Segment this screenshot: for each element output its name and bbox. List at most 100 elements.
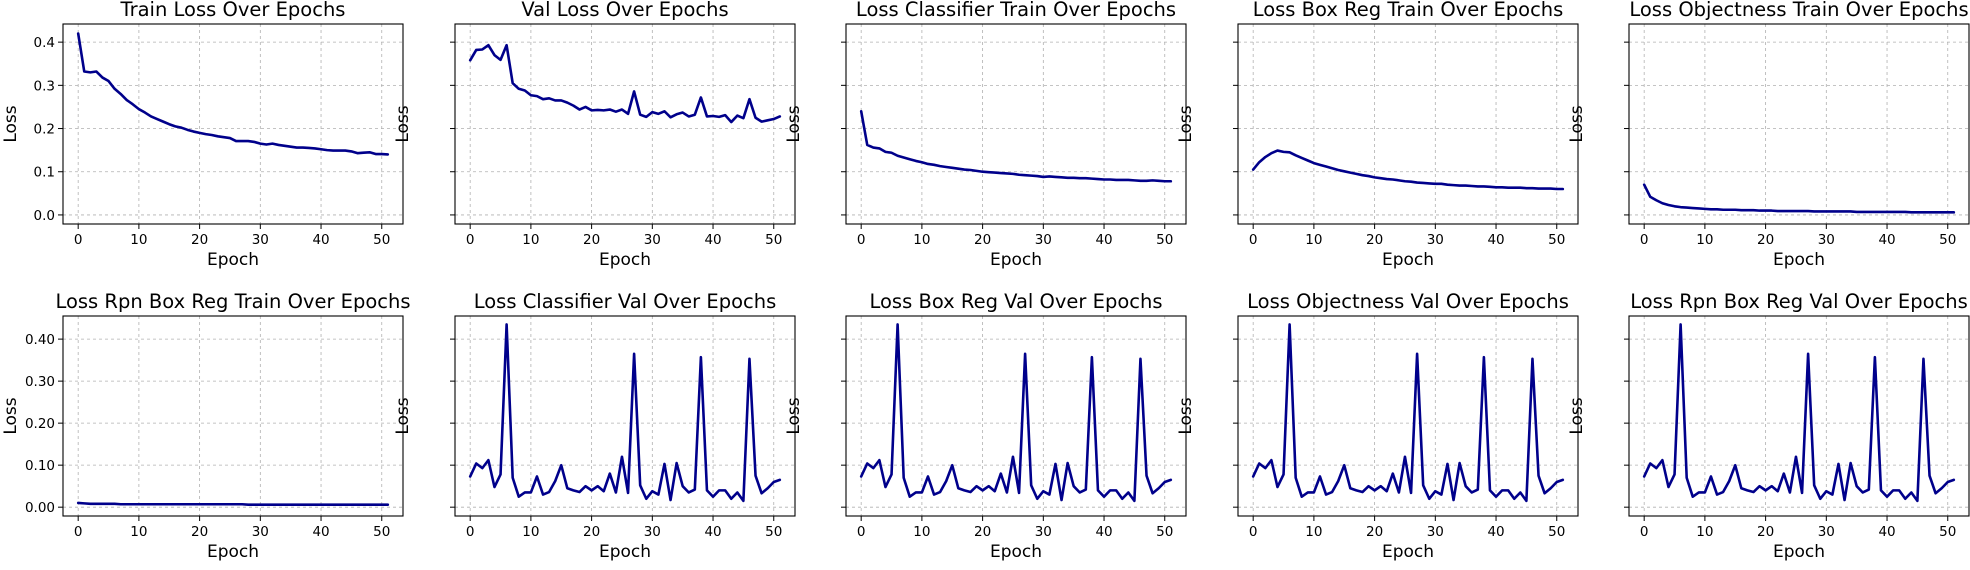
loss-series-line bbox=[859, 109, 1173, 183]
x-tick-label: 50 bbox=[373, 524, 390, 540]
x-tick-label: 30 bbox=[1818, 232, 1835, 248]
x-tick-label: 10 bbox=[522, 232, 539, 248]
axes-frame bbox=[845, 315, 1187, 517]
chart-title: Loss Box Reg Val Over Epochs bbox=[869, 290, 1162, 313]
chart-panel: 0 10 20 30 40 50 Loss Objectness Val Over Epoc… bbox=[1176, 290, 1579, 562]
x-tick-label: 0 bbox=[857, 524, 866, 540]
x-tick-label: 40 bbox=[1095, 232, 1112, 248]
loss-series-line bbox=[1251, 323, 1565, 503]
x-tick-label: 10 bbox=[130, 232, 147, 248]
chart-panel: 0 10 20 30 40 50 Loss Rpn Box Reg Val Over Epo… bbox=[1567, 290, 1970, 562]
chart-title: Loss Classifier Train Over Epochs bbox=[856, 0, 1176, 21]
loss-series-line bbox=[76, 501, 390, 506]
y-axis-label: Loss bbox=[784, 397, 804, 434]
y-tick-label: 0.40 bbox=[25, 332, 55, 348]
chart-panel: 0 10 20 30 40 50 0.00 0.10 0.20 0.30 0.40 Loss Rpn … bbox=[1, 290, 411, 562]
x-axis-label: Epoch bbox=[207, 542, 259, 562]
x-tick-label: 0 bbox=[466, 232, 475, 248]
x-tick-label: 40 bbox=[1095, 524, 1112, 540]
x-tick-label: 0 bbox=[1640, 524, 1649, 540]
chart-title: Loss Rpn Box Reg Train Over Epochs bbox=[55, 290, 410, 313]
chart-panel: 0 10 20 30 40 50 Loss Classifier Train Over Ep… bbox=[784, 0, 1187, 270]
y-tick-label: 0.4 bbox=[34, 35, 55, 51]
y-axis-label: Loss bbox=[1, 105, 21, 142]
chart-title: Loss Box Reg Train Over Epochs bbox=[1253, 0, 1564, 21]
x-tick-label: 40 bbox=[1878, 232, 1895, 248]
loss-series-line bbox=[468, 323, 782, 503]
axes-frame bbox=[62, 23, 404, 225]
x-tick-label: 10 bbox=[913, 232, 930, 248]
x-tick-label: 30 bbox=[1035, 524, 1052, 540]
x-tick-label: 10 bbox=[522, 524, 539, 540]
loss-series-line bbox=[1642, 183, 1956, 214]
chart-panel: 0 10 20 30 40 50 0.0 0.1 0.2 0.3 0.4 Train Loss Ove… bbox=[1, 0, 404, 270]
axes-frame bbox=[1237, 315, 1579, 517]
x-tick-label: 0 bbox=[1640, 232, 1649, 248]
x-tick-label: 20 bbox=[583, 524, 600, 540]
x-tick-label: 20 bbox=[1757, 524, 1774, 540]
chart-title: Train Loss Over Epochs bbox=[120, 0, 346, 21]
axes-frame bbox=[1628, 315, 1970, 517]
y-tick-label: 0.0 bbox=[34, 208, 55, 224]
x-tick-label: 40 bbox=[1878, 524, 1895, 540]
x-tick-label: 20 bbox=[1757, 232, 1774, 248]
x-tick-label: 50 bbox=[765, 232, 782, 248]
chart-panel: 0 10 20 30 40 50 Loss Box Reg Val Over Epochs E… bbox=[784, 290, 1187, 562]
y-tick-label: 0.00 bbox=[25, 500, 55, 516]
y-axis-label: Loss bbox=[1176, 397, 1196, 434]
y-tick-label: 0.20 bbox=[25, 416, 55, 432]
x-tick-label: 10 bbox=[130, 524, 147, 540]
chart-title: Loss Objectness Val Over Epochs bbox=[1247, 290, 1569, 313]
y-axis-label: Loss bbox=[393, 105, 413, 142]
y-tick-label: 0.3 bbox=[34, 78, 55, 94]
x-tick-label: 50 bbox=[1939, 232, 1956, 248]
x-tick-label: 40 bbox=[312, 232, 329, 248]
x-tick-label: 50 bbox=[1156, 524, 1173, 540]
x-tick-label: 50 bbox=[373, 232, 390, 248]
y-tick-label: 0.30 bbox=[25, 374, 55, 390]
x-tick-label: 40 bbox=[312, 524, 329, 540]
loss-series-line bbox=[859, 323, 1173, 503]
axes-frame bbox=[1237, 23, 1579, 225]
y-tick-label: 0.10 bbox=[25, 458, 55, 474]
x-tick-label: 30 bbox=[1427, 232, 1444, 248]
x-axis-label: Epoch bbox=[990, 250, 1042, 270]
x-tick-label: 50 bbox=[765, 524, 782, 540]
chart-panel: 0 10 20 30 40 50 Loss Classifier Val Over Epoc… bbox=[393, 290, 796, 562]
x-tick-label: 30 bbox=[1818, 524, 1835, 540]
x-axis-label: Epoch bbox=[1382, 542, 1434, 562]
loss-series-line bbox=[1642, 323, 1956, 503]
x-tick-label: 50 bbox=[1548, 524, 1565, 540]
x-tick-label: 0 bbox=[466, 524, 475, 540]
x-tick-label: 0 bbox=[74, 232, 83, 248]
x-tick-label: 20 bbox=[1366, 524, 1383, 540]
y-axis-label: Loss bbox=[1176, 105, 1196, 142]
x-tick-label: 50 bbox=[1156, 232, 1173, 248]
loss-series-line bbox=[468, 43, 782, 124]
axes-frame bbox=[1628, 23, 1970, 225]
chart-panel: 0 10 20 30 40 50 Val Loss Over Epochs Epoch Loss bbox=[393, 0, 796, 270]
x-tick-label: 20 bbox=[583, 232, 600, 248]
x-tick-label: 10 bbox=[1305, 524, 1322, 540]
axes-frame bbox=[454, 315, 796, 517]
y-axis-label: Loss bbox=[1, 397, 21, 434]
y-tick-label: 0.2 bbox=[34, 122, 55, 138]
x-axis-label: Epoch bbox=[1382, 250, 1434, 270]
x-tick-label: 50 bbox=[1548, 232, 1565, 248]
x-axis-label: Epoch bbox=[1773, 250, 1825, 270]
x-tick-label: 20 bbox=[974, 232, 991, 248]
x-tick-label: 50 bbox=[1939, 524, 1956, 540]
x-axis-label: Epoch bbox=[599, 542, 651, 562]
chart-title: Val Loss Over Epochs bbox=[521, 0, 728, 21]
x-tick-label: 30 bbox=[644, 524, 661, 540]
x-tick-label: 10 bbox=[1305, 232, 1322, 248]
chart-title: Loss Classifier Val Over Epochs bbox=[474, 290, 777, 313]
x-tick-label: 10 bbox=[1696, 524, 1713, 540]
x-tick-label: 20 bbox=[191, 524, 208, 540]
y-axis-label: Loss bbox=[784, 105, 804, 142]
x-tick-label: 30 bbox=[252, 524, 269, 540]
x-tick-label: 30 bbox=[252, 232, 269, 248]
x-tick-label: 30 bbox=[1427, 524, 1444, 540]
x-tick-label: 0 bbox=[1249, 524, 1258, 540]
